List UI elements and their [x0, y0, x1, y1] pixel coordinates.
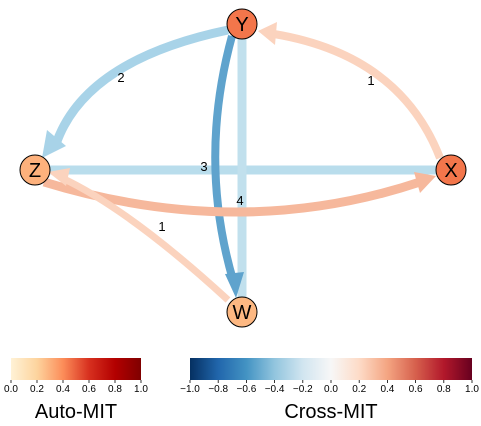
arrowhead-w-z	[48, 168, 70, 186]
auto-mit-tick-label: 0.8	[108, 384, 122, 395]
node-x[interactable]: X	[435, 154, 467, 186]
arrowhead-z-x	[414, 172, 436, 193]
auto-mit-tick-label: 0.4	[56, 384, 70, 395]
cross-mit-tick-label: −0.4	[265, 384, 285, 395]
auto-mit-tick-label: 0.2	[30, 384, 44, 395]
cross-mit-tick-label: −0.6	[237, 384, 257, 395]
link-y-w-curve	[211, 34, 237, 282]
link-label-y-w-curve: 4	[236, 193, 243, 208]
cross-mit-tick-label: −1.0	[180, 384, 200, 395]
cross-mit-tick-label: 0.0	[324, 384, 338, 395]
links-layer	[42, 22, 444, 303]
link-w-z	[60, 174, 231, 303]
auto-mit-tick-label: 1.0	[134, 384, 148, 395]
node-label-w: W	[233, 302, 252, 324]
link-labels-layer: 2 1 3 4 1	[117, 70, 374, 234]
auto-mit-tick-label: 0.0	[4, 384, 18, 395]
cross-mit-tick-label: 0.4	[380, 384, 394, 395]
link-x-y	[273, 30, 444, 160]
link-label-x-y: 1	[367, 73, 374, 88]
auto-mit-colorbar: 0.0 0.2 0.4 0.6 0.8 1.0 Auto-MIT	[4, 358, 148, 423]
node-y[interactable]: Y	[226, 8, 258, 40]
link-label-z-x: 3	[200, 159, 207, 174]
arrowhead-x-y	[258, 22, 277, 45]
link-label-w-z: 1	[158, 219, 165, 234]
node-label-y: Y	[235, 14, 248, 36]
auto-mit-ticks: 0.0 0.2 0.4 0.6 0.8 1.0	[4, 380, 148, 395]
arrowhead-y-z	[42, 130, 66, 158]
node-w[interactable]: W	[226, 296, 258, 328]
cross-mit-tick-label: 0.8	[437, 384, 451, 395]
node-label-z: Z	[29, 160, 41, 182]
node-z[interactable]: Z	[19, 154, 51, 186]
link-label-y-z: 2	[117, 70, 124, 85]
cross-mit-tick-label: 0.2	[352, 384, 366, 395]
node-label-x: X	[444, 160, 457, 182]
auto-mit-tick-label: 0.6	[82, 384, 96, 395]
link-y-z	[51, 25, 229, 146]
cross-mit-tick-label: −0.2	[293, 384, 313, 395]
auto-mit-title: Auto-MIT	[35, 401, 117, 423]
cross-mit-gradient-bar	[190, 358, 472, 380]
cross-mit-colorbar: −1.0 −0.8 −0.6 −0.4 −0.2 0.0 0.2 0.4 0.6 0.8 1.0 C…	[180, 358, 479, 423]
cross-mit-ticks: −1.0 −0.8 −0.6 −0.4 −0.2 0.0 0.2 0.4 0.6 0.8 1.0	[180, 380, 479, 395]
cross-mit-tick-label: −0.8	[208, 384, 228, 395]
cross-mit-tick-label: 1.0	[465, 384, 479, 395]
nodes-layer: Y Z X W	[19, 8, 467, 328]
cross-mit-title: Cross-MIT	[284, 401, 377, 423]
cross-mit-tick-label: 0.6	[409, 384, 423, 395]
auto-mit-gradient-bar	[11, 358, 141, 380]
arrowhead-y-w	[225, 272, 244, 298]
